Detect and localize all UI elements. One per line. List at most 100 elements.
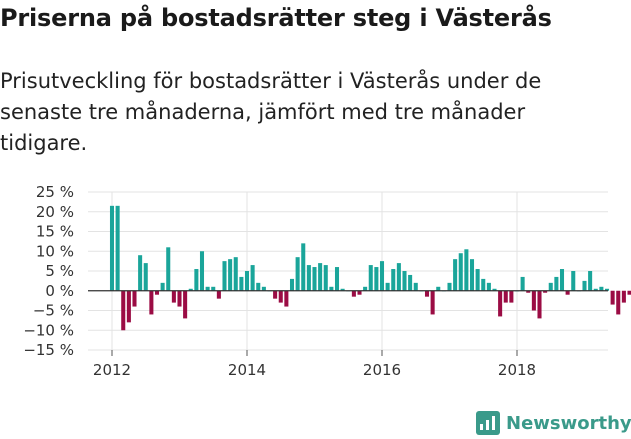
data-bar	[329, 286, 334, 291]
data-bar	[559, 269, 565, 291]
data-bar	[481, 278, 486, 291]
data-bar	[593, 288, 598, 291]
data-bar	[278, 290, 283, 303]
grid-lines	[88, 191, 608, 351]
data-bar	[318, 263, 323, 291]
data-bar	[402, 271, 407, 291]
data-bar	[109, 205, 115, 291]
data-bar	[571, 271, 576, 291]
data-bar	[284, 290, 289, 307]
data-bar	[312, 267, 317, 291]
data-bar	[194, 269, 199, 291]
data-bar	[334, 267, 340, 291]
data-bar	[554, 276, 559, 291]
data-bar	[138, 255, 143, 291]
data-bar	[424, 290, 430, 297]
data-bar	[222, 261, 227, 291]
data-bar	[588, 271, 593, 291]
data-bar	[211, 286, 216, 291]
data-bar	[509, 290, 514, 303]
data-bar	[408, 274, 413, 291]
data-bar	[171, 290, 176, 303]
data-bar	[149, 290, 154, 315]
data-bar	[520, 276, 525, 291]
data-bar	[537, 290, 542, 319]
y-tick-label: −15 %	[23, 341, 74, 359]
data-bar	[430, 290, 435, 315]
data-bar	[301, 243, 306, 291]
data-bar	[469, 259, 475, 291]
x-tick-label: 2012	[93, 361, 131, 379]
data-bar	[205, 286, 210, 291]
data-bar	[126, 290, 131, 323]
data-bar	[199, 251, 205, 291]
data-bar	[340, 288, 345, 291]
data-bar	[464, 249, 469, 291]
data-bar	[396, 263, 401, 291]
data-bar	[143, 263, 148, 291]
data-bar	[256, 282, 261, 291]
data-bar	[160, 282, 165, 291]
data-bar	[498, 290, 503, 317]
data-bar	[363, 286, 368, 291]
data-bar	[475, 269, 480, 291]
data-bar	[374, 267, 379, 291]
data-bar	[616, 290, 621, 315]
data-bar	[582, 280, 587, 291]
y-tick-label: 25 %	[36, 183, 74, 201]
data-bar	[183, 290, 188, 319]
y-tick-label: 0 %	[45, 282, 74, 300]
data-bar	[436, 286, 441, 291]
axes: 25 % 20 % 15 %10 % 5 % 0 % −5 %−10 % −15 % 2012…	[23, 183, 608, 379]
newsworthy-logo: Newsworthy	[476, 408, 631, 438]
data-bar	[261, 286, 266, 291]
x-tick-label: 2016	[363, 361, 401, 379]
data-bar	[599, 286, 604, 291]
data-bar	[357, 290, 362, 295]
data-bar	[621, 290, 626, 303]
y-tick-label: −5 %	[33, 302, 74, 320]
data-bar	[627, 290, 631, 295]
x-tick-label: 2018	[498, 361, 536, 379]
brand-name: Newsworthy	[506, 412, 631, 434]
data-bar	[453, 259, 458, 291]
data-bar	[604, 288, 610, 291]
y-tick-label: 10 %	[36, 242, 74, 260]
data-bar	[323, 265, 328, 291]
data-bar	[379, 261, 385, 291]
newsworthy-logo-icon	[476, 411, 500, 435]
data-bar	[250, 265, 255, 291]
y-tick-label: −10 %	[23, 321, 74, 339]
data-bar	[273, 290, 278, 299]
data-bar	[565, 290, 570, 295]
data-bar	[216, 290, 221, 299]
data-bar	[610, 290, 615, 305]
data-bar	[447, 282, 452, 291]
chart-title: Priserna på bostadsrätter steg i Västerå…	[0, 4, 552, 32]
data-bar	[306, 265, 311, 291]
data-bar	[526, 290, 531, 293]
data-bar	[486, 282, 491, 291]
data-bar	[244, 271, 250, 291]
chart-subtitle: Prisutveckling för bostadsrätter i Väste…	[0, 69, 542, 155]
bar-series	[109, 205, 631, 331]
data-bar	[543, 290, 548, 293]
y-tick-label: 5 %	[45, 262, 74, 280]
data-bar	[368, 265, 373, 291]
data-bar	[166, 247, 171, 291]
data-bar	[115, 205, 120, 291]
y-tick-label: 15 %	[36, 223, 74, 241]
data-bar	[228, 259, 233, 291]
data-bar	[391, 269, 396, 291]
data-bar	[188, 288, 193, 291]
data-bar	[503, 290, 508, 303]
y-tick-label: 20 %	[36, 203, 74, 221]
data-bar	[413, 282, 418, 291]
data-bar	[351, 290, 356, 297]
data-bar	[132, 290, 137, 307]
bar-chart: 25 % 20 % 15 %10 % 5 % 0 % −5 %−10 % −15 % 2012…	[23, 183, 631, 379]
data-bar	[177, 290, 182, 307]
data-bar	[492, 288, 497, 291]
data-bar	[233, 257, 238, 291]
x-tick-label: 2014	[228, 361, 266, 379]
